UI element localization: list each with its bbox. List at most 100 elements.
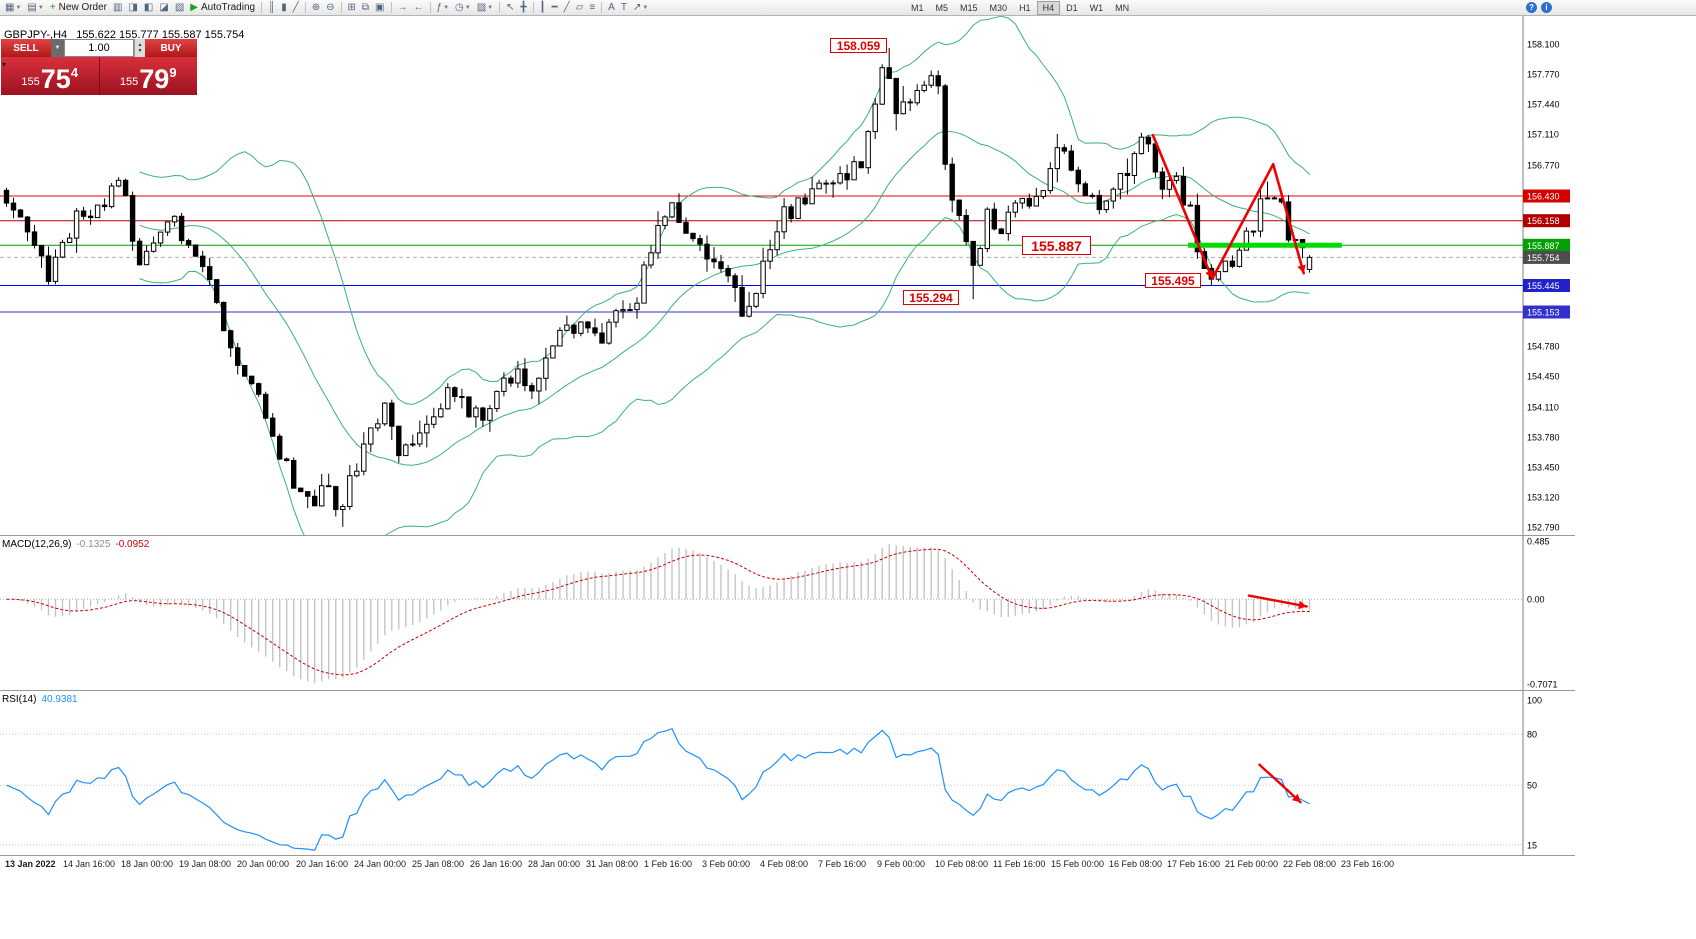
- volume-stepper[interactable]: ▲ ▼: [134, 39, 145, 57]
- chart-symbol-header: GBPJPY-,H4 155.622 155.777 155.587 155.75…: [4, 29, 244, 41]
- timeframe-m5[interactable]: M5: [935, 2, 949, 13]
- time-axis-label: 16 Feb 08:00: [1109, 859, 1163, 869]
- timeframe-m30[interactable]: M30: [989, 2, 1008, 13]
- price-annotation[interactable]: 158.059: [830, 38, 887, 53]
- volume-down-icon[interactable]: ▼: [137, 48, 143, 54]
- time-axis[interactable]: 13 Jan 2022 14 Jan 16:00 18 Jan 00:00 19 Ja…: [0, 855, 1575, 873]
- time-axis-label: 17 Feb 16:00: [1167, 859, 1221, 869]
- time-axis-label: 11 Feb 16:00: [993, 859, 1046, 869]
- crosshair-icon[interactable]: ╋: [520, 1, 527, 13]
- toolbar-left-group: ▦ ▼ ▤ ▼ + New Order ▥ ◨ ◧ ◪ ▧ ▶ AutoTrading ║ ▮ ╱ ⊕ ⊖ ⊞ ⧉ ▣ →…: [2, 0, 651, 15]
- time-axis-label: 4 Feb 08:00: [760, 859, 809, 869]
- timeframe-h1[interactable]: H1: [1019, 2, 1031, 13]
- auto-scroll-icon[interactable]: →: [397, 1, 408, 13]
- svg-text:50: 50: [1527, 781, 1537, 791]
- arrows-icon[interactable]: ↗ ▼: [632, 1, 649, 13]
- fibonacci-icon[interactable]: ≡: [589, 1, 596, 13]
- time-axis-label: 24 Jan 00:00: [354, 859, 407, 869]
- autotrading-button[interactable]: ▶ AutoTrading: [190, 1, 256, 14]
- time-axis-label: 25 Jan 08:00: [412, 859, 465, 869]
- sell-price-big: 75: [40, 64, 71, 94]
- volume-input[interactable]: 1.00: [64, 39, 134, 57]
- timeframe-m1[interactable]: M1: [911, 2, 924, 13]
- ohlc-values: 155.622 155.777 155.587 155.754: [76, 29, 245, 41]
- price-chart-canvas[interactable]: 158.100 157.770 157.440 157.110 156.770 156.4…: [0, 16, 1575, 535]
- buy-price[interactable]: 155 79 9: [99, 57, 197, 95]
- sell-options-dropdown-icon[interactable]: ▼: [51, 39, 64, 57]
- horizontal-line-icon[interactable]: ━: [551, 1, 558, 13]
- templates-icon[interactable]: ▨ ▼: [476, 1, 494, 13]
- svg-text:15: 15: [1527, 840, 1537, 850]
- macd-canvas[interactable]: 0.485 0.00 -0.7071: [0, 536, 1575, 690]
- svg-text:156.430: 156.430: [1527, 191, 1560, 201]
- text-icon[interactable]: A: [608, 1, 615, 13]
- sell-price-sup: 4: [70, 65, 79, 80]
- price-annotation[interactable]: 155.887: [1022, 236, 1091, 255]
- help-icon[interactable]: ?: [1526, 2, 1537, 13]
- time-axis-label: 9 Feb 00:00: [877, 859, 926, 869]
- rsi-indicator-pane: 100 80 50 15 RSI(14) 40.9381: [0, 690, 1575, 855]
- svg-text:154.450: 154.450: [1527, 371, 1560, 381]
- candlestick-chart-icon[interactable]: ▮: [281, 1, 287, 13]
- time-axis-label: 14 Jan 16:00: [63, 859, 116, 869]
- timeframe-w1[interactable]: W1: [1089, 2, 1104, 13]
- toolbar-separator: [601, 2, 603, 13]
- timeframe-mn[interactable]: MN: [1115, 2, 1130, 13]
- price-annotation[interactable]: 155.294: [903, 290, 959, 305]
- time-axis-label: 22 Feb 08:00: [1283, 859, 1337, 869]
- periods-icon[interactable]: ◷ ▼: [455, 1, 471, 13]
- buy-button[interactable]: BUY: [145, 39, 197, 57]
- rsi-canvas[interactable]: 100 80 50 15: [0, 691, 1575, 855]
- cascade-windows-icon[interactable]: ⧉: [361, 1, 370, 13]
- trendline-icon[interactable]: ╱: [563, 1, 570, 13]
- data-window-icon[interactable]: ◨: [128, 1, 138, 13]
- profiles-icon[interactable]: ▤ ▼: [27, 1, 44, 13]
- svg-text:157.110: 157.110: [1527, 130, 1559, 140]
- main-chart-pane: 158.100 157.770 157.440 157.110 156.770 156.4…: [0, 16, 1575, 535]
- macd-label: MACD(12,26,9): [2, 539, 72, 550]
- channel-icon[interactable]: ▱: [575, 1, 584, 13]
- vertical-line-icon[interactable]: ┃: [539, 1, 546, 13]
- timeframe-m15[interactable]: M15: [960, 2, 978, 13]
- rsi-header: RSI(14) 40.9381: [2, 694, 78, 705]
- time-axis-label: 3 Feb 00:00: [702, 859, 751, 869]
- line-chart-icon[interactable]: ╱: [292, 1, 299, 13]
- zoom-in-icon[interactable]: ⊕: [311, 1, 321, 13]
- connection-icon[interactable]: i: [1541, 2, 1552, 13]
- timeframe-d1[interactable]: D1: [1066, 2, 1078, 13]
- time-axis-label: 19 Jan 08:00: [179, 859, 232, 869]
- tile-windows-icon[interactable]: ⊞: [347, 1, 356, 13]
- arrange-windows-icon[interactable]: ▣: [375, 1, 385, 13]
- new-order-button[interactable]: + New Order: [49, 1, 108, 14]
- one-click-collapse-icon[interactable]: ▾: [2, 60, 7, 69]
- time-axis-label: 20 Jan 00:00: [237, 859, 290, 869]
- svg-text:0.485: 0.485: [1527, 537, 1550, 547]
- cursor-icon[interactable]: ↖: [506, 1, 515, 13]
- zoom-out-icon[interactable]: ⊖: [326, 1, 335, 13]
- rsi-label: RSI(14): [2, 694, 37, 705]
- price-annotation[interactable]: 155.495: [1145, 273, 1201, 288]
- time-axis-label: 26 Jan 16:00: [470, 859, 523, 869]
- market-watch-icon[interactable]: ▥: [113, 1, 123, 13]
- sell-price-prefix: 155: [21, 76, 40, 88]
- timeframe-h4[interactable]: H4: [1036, 0, 1061, 15]
- toolbar-separator: [390, 2, 392, 13]
- navigator-icon[interactable]: ◧: [143, 1, 154, 13]
- toolbar-right-group: ? i: [1524, 0, 1554, 15]
- svg-text:153.450: 153.450: [1527, 462, 1560, 472]
- indicators-icon[interactable]: ƒ ▼: [436, 1, 450, 13]
- volume-up-icon[interactable]: ▲: [137, 42, 143, 48]
- new-chart-icon[interactable]: ▦ ▼: [5, 1, 22, 13]
- terminal-icon[interactable]: ◪: [159, 1, 169, 13]
- svg-text:100: 100: [1527, 696, 1542, 706]
- sell-price[interactable]: 155 75 4: [1, 57, 100, 95]
- text-label-icon[interactable]: T: [620, 1, 627, 13]
- time-axis-label: 18 Jan 00:00: [121, 859, 174, 869]
- bar-chart-icon[interactable]: ║: [268, 1, 276, 13]
- time-axis-label: 1 Feb 16:00: [644, 859, 693, 869]
- strategy-tester-icon[interactable]: ▧: [174, 1, 185, 13]
- toolbar-separator: [499, 2, 501, 13]
- chart-shift-icon[interactable]: ←: [413, 1, 424, 13]
- sell-button[interactable]: SELL: [1, 39, 51, 57]
